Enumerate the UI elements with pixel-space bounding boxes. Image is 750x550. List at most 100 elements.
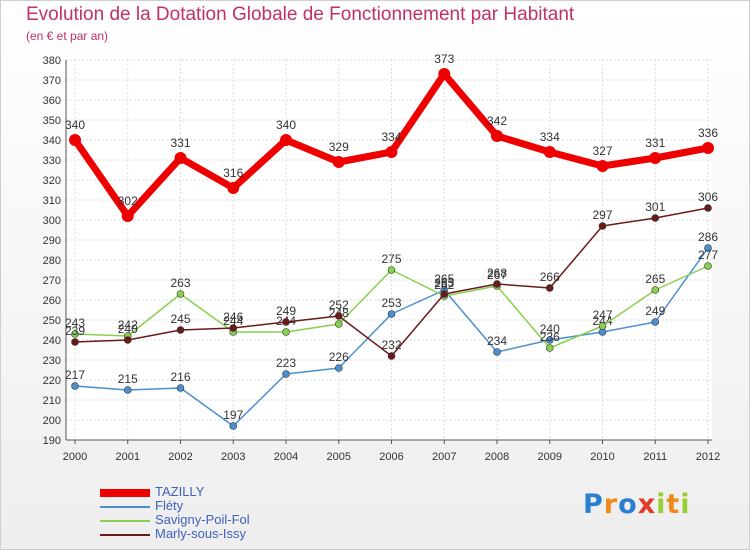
data-label: 232 [381, 338, 401, 352]
x-tick-label: 2007 [432, 451, 456, 463]
logo-letter: P [583, 489, 604, 520]
data-label: 252 [329, 298, 349, 312]
data-label: 331 [170, 136, 190, 150]
data-label: 216 [170, 370, 190, 384]
data-label: 240 [118, 322, 138, 336]
data-point [123, 386, 132, 394]
y-tick-label: 360 [43, 95, 61, 107]
logo-letter: i [680, 489, 691, 520]
x-tick-label: 2012 [696, 451, 720, 463]
legend-swatch [100, 534, 150, 536]
data-label: 334 [381, 130, 401, 144]
y-tick-label: 190 [43, 435, 61, 447]
data-label: 265 [434, 272, 454, 286]
data-point [651, 214, 660, 222]
data-label: 240 [540, 322, 560, 336]
logo-letter: t [666, 489, 681, 520]
data-point [280, 134, 292, 146]
legend-swatch [100, 520, 150, 522]
data-point [702, 142, 714, 154]
data-point [71, 338, 79, 346]
data-point [387, 352, 396, 360]
data-label: 329 [329, 140, 349, 154]
y-tick-label: 380 [43, 55, 61, 67]
data-point [334, 320, 343, 328]
data-label: 342 [487, 114, 507, 128]
data-label: 331 [645, 136, 665, 150]
data-point [176, 326, 185, 334]
data-label: 249 [276, 304, 296, 318]
data-label: 336 [698, 126, 718, 140]
y-tick-label: 280 [43, 255, 61, 267]
y-tick-label: 310 [43, 195, 61, 207]
y-tick-label: 290 [43, 235, 61, 247]
data-point [334, 364, 343, 372]
x-tick-label: 2001 [116, 451, 140, 463]
y-tick-label: 330 [43, 155, 61, 167]
data-point [545, 284, 554, 292]
data-label: 373 [434, 52, 454, 66]
data-point [440, 290, 449, 298]
data-label: 262 [434, 278, 454, 292]
data-point [598, 222, 607, 230]
data-point [596, 160, 609, 172]
data-point [545, 344, 554, 352]
data-label: 253 [381, 296, 401, 310]
data-point [545, 336, 554, 344]
x-tick-label: 2005 [327, 451, 351, 463]
x-tick-label: 2004 [274, 451, 298, 463]
data-label: 263 [170, 276, 190, 290]
data-label: 223 [276, 356, 296, 370]
logo-letter: r [603, 489, 619, 520]
logo-letter: x [637, 489, 657, 520]
x-tick-label: 2003 [221, 451, 245, 463]
data-point [493, 280, 501, 288]
data-label: 263 [434, 276, 454, 290]
data-label: 236 [540, 330, 560, 344]
x-tick-label: 2011 [643, 451, 667, 463]
data-label: 265 [645, 272, 665, 286]
legend-swatch [100, 506, 150, 508]
x-tick-label: 2002 [168, 451, 192, 463]
data-label: 244 [592, 314, 612, 328]
chart-subtitle: (en € et par an) [26, 29, 109, 43]
y-tick-label: 270 [43, 275, 61, 287]
data-point [174, 152, 187, 164]
x-tick-label: 2006 [379, 451, 403, 463]
y-tick-label: 350 [43, 115, 61, 127]
y-tick-label: 230 [43, 355, 61, 367]
x-tick-label: 2000 [63, 451, 87, 463]
data-label: 242 [118, 318, 138, 332]
y-tick-label: 260 [43, 295, 61, 307]
logo-letter: i [656, 489, 667, 520]
data-point [704, 204, 712, 212]
x-tick-label: 2008 [485, 451, 509, 463]
y-tick-label: 250 [43, 315, 61, 327]
data-point [491, 130, 503, 142]
data-label: 245 [170, 312, 190, 326]
y-tick-label: 340 [43, 135, 61, 147]
data-point [332, 156, 345, 168]
data-label: 247 [592, 308, 612, 322]
data-point [543, 146, 556, 158]
data-point [176, 290, 185, 298]
data-label: 226 [329, 350, 349, 364]
data-label: 334 [540, 130, 560, 144]
data-point [229, 422, 238, 430]
data-label: 306 [698, 190, 718, 204]
legend-label: Fléty [155, 498, 184, 513]
legend-swatch [100, 489, 150, 497]
chart-title: Evolution de la Dotation Globale de Fonc… [26, 4, 575, 25]
data-label: 277 [698, 248, 718, 262]
data-label: 215 [118, 372, 138, 386]
data-point [598, 322, 607, 330]
data-point [651, 318, 660, 326]
y-tick-label: 320 [43, 175, 61, 187]
data-label: 297 [592, 208, 612, 222]
legend-label: Marly-sous-Issy [155, 526, 247, 541]
data-label: 275 [381, 252, 401, 266]
data-label: 327 [592, 144, 612, 158]
data-label: 267 [487, 268, 507, 282]
data-point [69, 134, 81, 146]
x-tick-label: 2010 [590, 451, 614, 463]
